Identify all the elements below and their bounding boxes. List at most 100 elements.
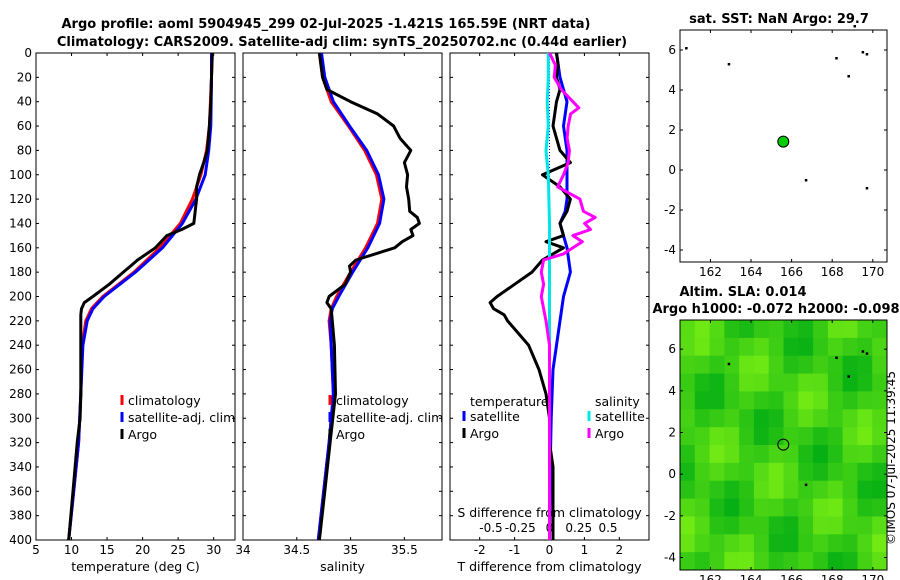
sst-map-title: sat. SST: NaN Argo: 29.7	[689, 12, 869, 27]
heatmap-cell	[783, 355, 799, 375]
legend-label: Argo	[336, 427, 365, 442]
heatmap-cell	[768, 480, 785, 500]
heatmap-cell	[724, 534, 740, 553]
heatmap-cell	[724, 516, 740, 535]
x-tick-label: 30	[206, 543, 221, 557]
heatmap-cell	[739, 391, 755, 410]
argo-position-marker	[777, 135, 790, 148]
island-marker	[865, 53, 869, 56]
legend-label: satellite	[595, 409, 645, 424]
y-tick-label: 40	[17, 95, 32, 109]
heatmap-cell	[680, 373, 696, 393]
heatmap-cell	[724, 409, 740, 428]
heatmap-cell	[857, 445, 873, 464]
heatmap-cell	[783, 320, 799, 339]
x-tick-label: 35	[343, 543, 358, 557]
heatmap-cell	[827, 337, 844, 357]
heatmap-cell	[813, 320, 829, 339]
heatmap-cell	[739, 427, 755, 446]
heatmap-cell	[798, 516, 814, 535]
heatmap-cell	[813, 337, 829, 357]
heatmap-cell	[694, 480, 711, 500]
heatmap-cell	[842, 320, 859, 339]
heatmap-cell	[872, 462, 887, 482]
sst-map-panel: 162 164 166 168 170 -4 -2 0 2 4 6	[664, 25, 888, 279]
series-line-argo	[317, 53, 421, 540]
heatmap-cell	[872, 534, 887, 553]
island-marker	[853, 25, 857, 28]
heatmap-cell	[842, 409, 859, 428]
heatmap-cell	[680, 391, 696, 410]
heatmap-cell	[798, 337, 814, 357]
y-tick-label: 100	[9, 168, 32, 182]
heatmap-cell	[827, 498, 844, 518]
x-tick-label: 34	[235, 543, 250, 557]
y-tick-label: -4	[664, 551, 676, 565]
y-tick-label: 400	[9, 533, 32, 547]
heatmap-cell	[857, 373, 873, 393]
island-marker	[804, 179, 808, 182]
x-tick-label: 162	[699, 265, 722, 279]
heatmap-cell	[783, 516, 799, 535]
heatmap-cell	[739, 355, 755, 375]
heatmap-cell	[842, 391, 859, 410]
heatmap-cell	[739, 373, 755, 393]
y-tick-label: 6	[668, 43, 676, 57]
x-tick-label: 170	[861, 573, 884, 580]
y-tick-label: 160	[9, 241, 32, 255]
top-tick-label: -0.25	[505, 521, 536, 535]
sla-map-title-line-1: Altim. SLA: 0.014	[680, 285, 807, 300]
heatmap-cell	[857, 516, 873, 535]
heatmap-cell	[827, 516, 844, 535]
heatmap-cell	[798, 552, 814, 570]
heatmap-cell	[709, 427, 725, 446]
heatmap-cell	[709, 498, 725, 518]
island-marker	[865, 187, 869, 190]
top-tick-label: -0.5	[479, 521, 502, 535]
heatmap-cell	[783, 373, 799, 393]
x-tick-label: 168	[821, 573, 844, 580]
y-tick-label: 180	[9, 265, 32, 279]
y-tick-label: 240	[9, 338, 32, 352]
heatmap-cell	[842, 480, 859, 500]
heatmap-cell	[680, 427, 696, 446]
y-tick-label: 0	[668, 163, 676, 177]
heatmap-cell	[709, 391, 725, 410]
heatmap-cell	[694, 337, 711, 357]
y-tick-label: 2	[668, 123, 676, 137]
heatmap-cell	[694, 409, 711, 428]
main-title-line-2: Climatology: CARS2009. Satellite-adj cli…	[57, 35, 627, 50]
heatmap-cell	[753, 516, 770, 535]
heatmap-cell	[857, 427, 873, 446]
series-group	[67, 53, 214, 540]
heatmap-cell	[813, 480, 829, 500]
map-frame	[679, 319, 888, 571]
y-tick-label: 320	[9, 436, 32, 450]
heatmap-cell	[739, 516, 755, 535]
heatmap-cell	[694, 373, 711, 393]
heatmap-cell	[798, 409, 814, 428]
heatmap-cell	[694, 355, 711, 375]
heatmap-cell	[798, 427, 814, 446]
main-title-line-1: Argo profile: aoml 5904945_299 02-Jul-20…	[62, 17, 591, 32]
y-tick-label: -4	[664, 243, 676, 257]
heatmap-cell	[783, 427, 799, 446]
heatmap-cell	[768, 516, 785, 535]
x-tick-label: 1	[581, 543, 589, 557]
island-marker	[804, 483, 808, 487]
heatmap-cell	[857, 409, 873, 428]
heatmap-cell	[842, 337, 859, 357]
heatmap-cell	[827, 552, 844, 570]
series-line-argo	[67, 53, 214, 540]
heatmap-cell	[798, 498, 814, 518]
y-tick-label: -2	[664, 203, 676, 217]
heatmap-cell	[724, 427, 740, 446]
y-tick-label: 0	[668, 467, 676, 481]
heatmap-cell	[813, 409, 829, 428]
heatmap-cell	[827, 427, 844, 446]
legend-label: satellite-adj. clim	[336, 410, 443, 425]
top-tick-label: 0.25	[565, 521, 592, 535]
x-tick-label: 162	[699, 573, 722, 580]
heatmap-cell	[694, 427, 711, 446]
